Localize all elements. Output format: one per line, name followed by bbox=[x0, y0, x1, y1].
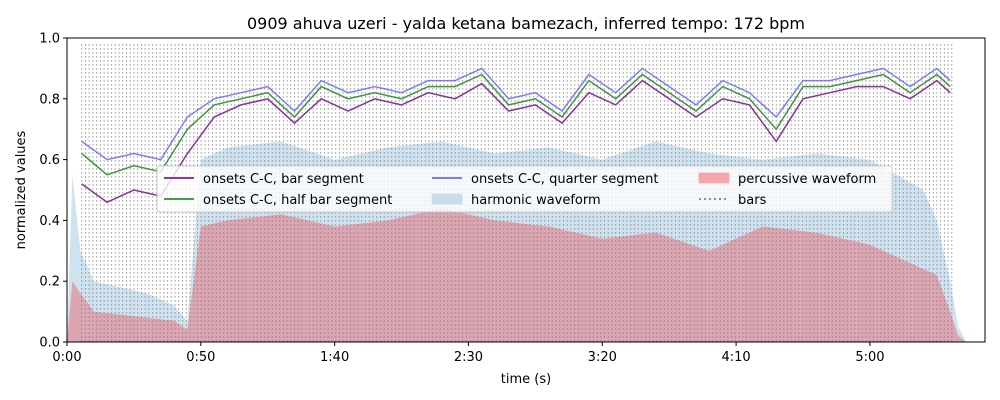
x-tick-label: 0:00 bbox=[52, 350, 81, 365]
y-tick-label: 0.6 bbox=[39, 153, 60, 168]
plot-frame bbox=[66, 37, 986, 343]
legend-label: bars bbox=[738, 193, 767, 208]
legend-item-onsets-c-c-quarter-segment: onsets C-C, quarter segment bbox=[432, 172, 658, 187]
y-tick-label: 0.2 bbox=[39, 275, 60, 290]
chart-title: 0909 ahuva uzeri - yalda ketana bamezach… bbox=[247, 14, 805, 33]
onsets-c-c-bar-segment-line bbox=[81, 79, 951, 204]
x-tick-label: 2:30 bbox=[454, 350, 483, 365]
legend-label: onsets C-C, bar segment bbox=[203, 172, 364, 187]
onsets-c-c-half-bar-segment-line bbox=[81, 73, 951, 176]
legend-swatch bbox=[698, 172, 730, 184]
onsets-c-c-quarter-segment-line bbox=[81, 67, 951, 161]
y-axis: 0.0 0.2 0.4 0.6 0.8 1.0 bbox=[39, 32, 67, 351]
x-tick-label: 3:20 bbox=[588, 350, 617, 365]
x-axis: 0:00 0:50 1:40 2:30 3:20 4:10 5:00 bbox=[52, 342, 885, 365]
legend-label: percussive waveform bbox=[738, 172, 876, 187]
y-tick-label: 0.8 bbox=[39, 92, 60, 107]
legend-swatch bbox=[431, 193, 463, 205]
legend-item-percussive-waveform: percussive waveform bbox=[698, 172, 876, 187]
x-tick-label: 0:50 bbox=[186, 350, 215, 365]
legend-item-onsets-c-c-half-bar-segment: onsets C-C, half bar segment bbox=[164, 193, 392, 208]
legend-label: harmonic waveform bbox=[471, 193, 601, 208]
legend-label: onsets C-C, half bar segment bbox=[203, 193, 392, 208]
legend-item-onsets-c-c-bar-segment: onsets C-C, bar segment bbox=[164, 172, 364, 187]
y-tick-label: 1.0 bbox=[39, 32, 60, 47]
x-tick-label: 5:00 bbox=[855, 350, 884, 365]
legend: onsets C-C, bar segment onsets C-C, quart… bbox=[156, 165, 893, 213]
y-axis-label: normalized values bbox=[14, 130, 29, 249]
y-tick-label: 0.0 bbox=[39, 336, 60, 351]
onset-lines bbox=[81, 67, 951, 204]
percussive-waveform-area bbox=[67, 208, 967, 342]
y-tick-label: 0.4 bbox=[39, 214, 60, 229]
legend-label: onsets C-C, quarter segment bbox=[471, 172, 658, 187]
x-tick-label: 4:10 bbox=[721, 350, 750, 365]
legend-item-bars: bars bbox=[699, 193, 767, 208]
x-axis-label: time (s) bbox=[501, 372, 551, 387]
x-tick-label: 1:40 bbox=[320, 350, 349, 365]
legend-item-harmonic-waveform: harmonic waveform bbox=[431, 193, 601, 208]
